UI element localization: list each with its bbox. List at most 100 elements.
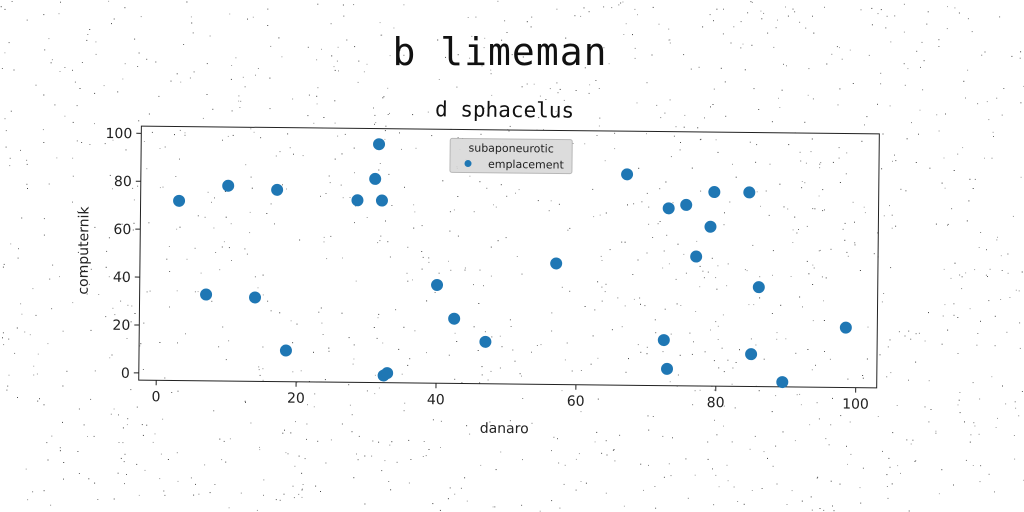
noise-speck (702, 26, 704, 28)
noise-speck (825, 438, 827, 440)
noise-speck (159, 187, 161, 189)
noise-speck (393, 27, 395, 29)
noise-speck (941, 343, 943, 345)
noise-speck (531, 351, 532, 353)
noise-speck (859, 270, 861, 271)
noise-speck (186, 258, 188, 260)
noise-speck (684, 114, 686, 116)
noise-speck (131, 305, 133, 307)
noise-speck (867, 326, 869, 328)
noise-speck (768, 214, 770, 216)
noise-speck (163, 490, 165, 492)
noise-speck (614, 148, 616, 150)
noise-speck (353, 344, 355, 346)
noise-speck (43, 94, 45, 96)
data-point (369, 172, 382, 185)
noise-speck (1001, 114, 1003, 116)
noise-speck (985, 274, 987, 276)
noise-speck (87, 34, 89, 35)
noise-speck (1000, 255, 1002, 257)
noise-speck (304, 458, 306, 460)
noise-speck (515, 192, 516, 194)
noise-speck (509, 420, 511, 422)
noise-speck (432, 503, 434, 505)
noise-speck (994, 491, 995, 493)
noise-speck (275, 499, 277, 501)
noise-speck (342, 257, 343, 259)
noise-speck (72, 175, 74, 177)
noise-speck (56, 157, 58, 159)
noise-speck (62, 421, 63, 423)
noise-speck (574, 15, 576, 17)
noise-speck (978, 433, 980, 435)
noise-speck (521, 86, 523, 88)
noise-speck (712, 104, 714, 105)
noise-speck (963, 80, 965, 82)
noise-speck (39, 398, 40, 400)
noise-speck (971, 31, 973, 33)
noise-speck (414, 211, 416, 213)
noise-speck (969, 178, 971, 180)
noise-speck (812, 98, 814, 100)
noise-speck (573, 43, 575, 45)
noise-speck (274, 223, 275, 225)
noise-speck (378, 169, 380, 171)
noise-speck (846, 406, 848, 408)
noise-speck (727, 359, 729, 361)
noise-speck (1003, 88, 1005, 89)
noise-speck (2, 337, 3, 339)
noise-speck (389, 444, 391, 446)
noise-speck (500, 451, 502, 453)
noise-speck (802, 306, 803, 308)
noise-speck (646, 353, 648, 355)
noise-speck (302, 484, 304, 485)
noise-speck (81, 142, 83, 143)
noise-speck (298, 493, 300, 495)
noise-speck (193, 494, 195, 496)
noise-speck (749, 448, 751, 450)
noise-speck (7, 385, 9, 387)
noise-speck (597, 281, 599, 283)
noise-speck (189, 77, 191, 79)
noise-speck (638, 167, 640, 169)
noise-speck (111, 354, 113, 356)
noise-speck (935, 432, 937, 434)
noise-speck (989, 268, 991, 270)
noise-speck (713, 404, 715, 406)
noise-speck (628, 358, 629, 360)
noise-speck (756, 191, 758, 193)
noise-speck (222, 326, 224, 328)
noise-speck (146, 58, 148, 60)
noise-speck (475, 16, 477, 18)
noise-speck (511, 54, 513, 56)
noise-speck (193, 71, 195, 73)
noise-speck (525, 115, 527, 117)
noise-speck (780, 304, 782, 306)
noise-speck (4, 8, 6, 10)
noise-speck (77, 251, 79, 253)
noise-speck (519, 52, 521, 54)
noise-speck (664, 308, 666, 310)
noise-speck (33, 365, 35, 367)
noise-speck (751, 44, 753, 46)
noise-speck (713, 20, 714, 22)
noise-speck (159, 148, 161, 149)
noise-speck (293, 153, 294, 155)
noise-speck (330, 235, 332, 237)
noise-speck (538, 117, 540, 119)
noise-speck (148, 113, 150, 115)
noise-speck (44, 49, 46, 51)
noise-speck (659, 221, 661, 222)
noise-speck (105, 266, 107, 268)
noise-speck (852, 201, 854, 203)
noise-speck (578, 453, 580, 455)
noise-speck (953, 303, 955, 305)
noise-speck (404, 402, 406, 404)
noise-speck (230, 78, 232, 80)
noise-speck (1020, 176, 1022, 178)
noise-speck (844, 239, 846, 241)
noise-speck (289, 147, 291, 149)
noise-speck (353, 147, 355, 149)
noise-speck (428, 449, 430, 450)
